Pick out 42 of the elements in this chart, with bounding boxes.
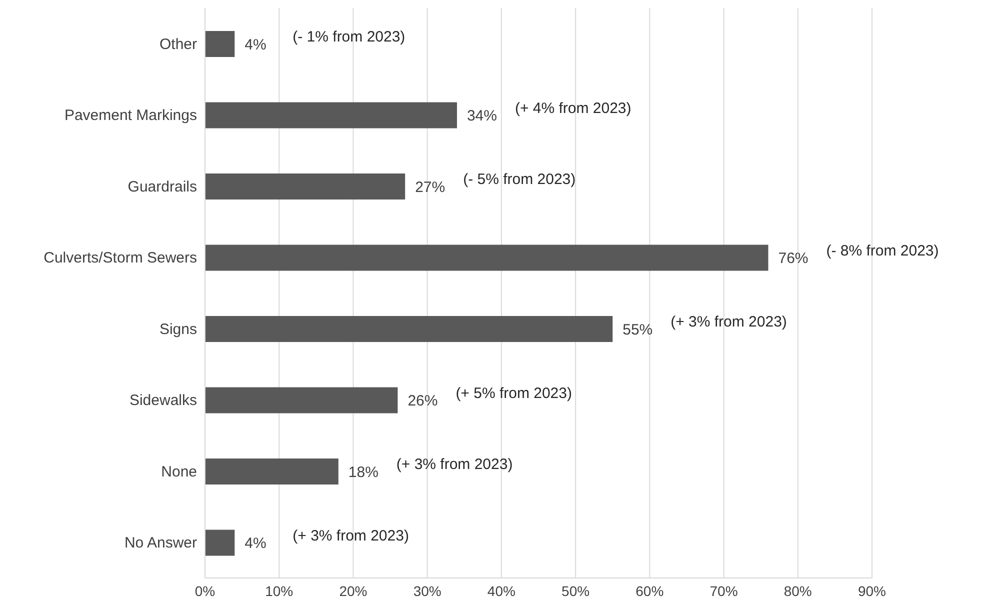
bar bbox=[205, 102, 457, 128]
x-tick-label: 40% bbox=[487, 582, 516, 599]
data-label: 18% bbox=[348, 464, 378, 481]
data-label: 76% bbox=[778, 250, 808, 268]
data-label: 55% bbox=[622, 321, 653, 338]
annotation: (- 1% from 2023) bbox=[292, 28, 406, 46]
x-tick-label: 60% bbox=[636, 582, 664, 599]
x-tick-label: 0% bbox=[194, 582, 216, 599]
annotation: (- 5% from 2023) bbox=[463, 171, 576, 188]
y-tick-label: Sidewalks bbox=[129, 392, 197, 410]
annotation: (+ 3% from 2023) bbox=[396, 456, 513, 474]
x-tick-label: 20% bbox=[339, 582, 368, 599]
y-tick-label: No Answer bbox=[124, 534, 197, 552]
y-tick-label: Other bbox=[159, 36, 198, 53]
y-tick-label: Pavement Markings bbox=[64, 107, 197, 124]
bar bbox=[205, 244, 768, 271]
bar bbox=[205, 174, 406, 200]
x-tick-label: 80% bbox=[784, 582, 812, 599]
y-tick-label: None bbox=[161, 463, 197, 480]
x-tick-label: 30% bbox=[413, 582, 442, 599]
x-tick-label: 50% bbox=[562, 582, 590, 599]
bar bbox=[205, 316, 613, 342]
annotation: (- 8% from 2023) bbox=[826, 242, 939, 260]
y-tick-label: Signs bbox=[159, 320, 197, 338]
bar bbox=[205, 530, 235, 556]
data-label: 26% bbox=[408, 392, 438, 410]
bar bbox=[205, 458, 338, 484]
annotation: (+ 3% from 2023) bbox=[670, 314, 787, 331]
bar bbox=[205, 387, 398, 414]
data-label: 34% bbox=[466, 108, 498, 125]
bar bbox=[205, 31, 235, 57]
y-tick-label: Culverts/Storm Sewers bbox=[44, 250, 197, 267]
x-tick-label: 90% bbox=[858, 582, 886, 599]
annotation: (+ 3% from 2023) bbox=[292, 527, 409, 544]
annotation: (+ 4% from 2023) bbox=[514, 100, 632, 117]
data-label: 4% bbox=[244, 36, 266, 54]
x-tick-label: 70% bbox=[710, 582, 738, 599]
annotation: (+ 5% from 2023) bbox=[456, 384, 572, 402]
x-tick-label: 10% bbox=[265, 582, 294, 599]
y-tick-label: Guardrails bbox=[128, 178, 197, 196]
data-label: 27% bbox=[415, 178, 446, 196]
data-label: 4% bbox=[244, 535, 266, 552]
